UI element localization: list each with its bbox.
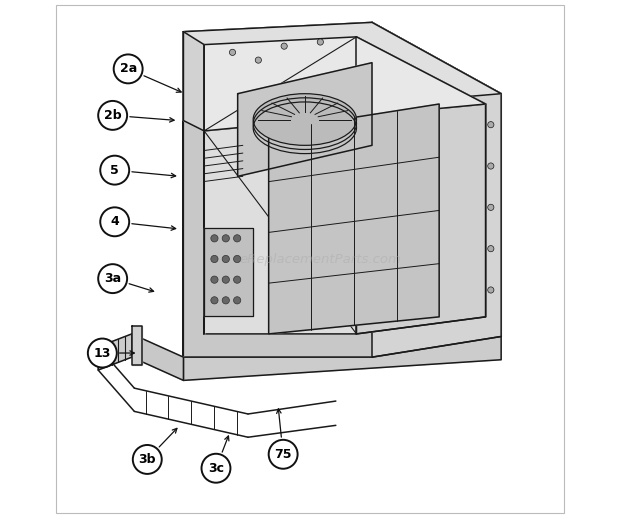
- Circle shape: [113, 54, 143, 83]
- Circle shape: [211, 235, 218, 242]
- Polygon shape: [184, 22, 501, 121]
- Text: 13: 13: [94, 347, 111, 359]
- Polygon shape: [356, 37, 485, 334]
- Polygon shape: [132, 326, 142, 365]
- Circle shape: [88, 339, 117, 367]
- Polygon shape: [204, 104, 485, 334]
- Ellipse shape: [253, 94, 356, 146]
- Circle shape: [100, 156, 129, 184]
- Circle shape: [268, 440, 298, 469]
- Circle shape: [317, 39, 324, 45]
- Circle shape: [211, 276, 218, 283]
- Text: 75: 75: [275, 448, 292, 461]
- Polygon shape: [204, 228, 253, 316]
- Polygon shape: [372, 22, 501, 337]
- Circle shape: [133, 445, 162, 474]
- Circle shape: [488, 246, 494, 252]
- Polygon shape: [184, 32, 204, 131]
- Polygon shape: [204, 37, 485, 131]
- Circle shape: [202, 454, 231, 483]
- Circle shape: [234, 255, 241, 263]
- Polygon shape: [268, 104, 439, 334]
- Text: 3c: 3c: [208, 462, 224, 474]
- Circle shape: [488, 287, 494, 293]
- Polygon shape: [184, 94, 501, 357]
- Circle shape: [281, 43, 287, 49]
- Circle shape: [234, 297, 241, 304]
- Text: 5: 5: [110, 164, 119, 177]
- Text: 2a: 2a: [120, 62, 137, 76]
- Polygon shape: [184, 22, 501, 121]
- Polygon shape: [237, 63, 372, 176]
- Text: 3b: 3b: [138, 453, 156, 466]
- Circle shape: [488, 163, 494, 169]
- Polygon shape: [98, 334, 132, 370]
- Circle shape: [255, 57, 262, 63]
- Circle shape: [234, 276, 241, 283]
- Polygon shape: [184, 337, 501, 380]
- Polygon shape: [372, 22, 501, 357]
- Circle shape: [222, 235, 229, 242]
- Text: 3a: 3a: [104, 272, 122, 285]
- Circle shape: [211, 297, 218, 304]
- Circle shape: [229, 49, 236, 55]
- Circle shape: [98, 264, 127, 293]
- Polygon shape: [132, 334, 184, 380]
- Circle shape: [222, 255, 229, 263]
- Circle shape: [211, 255, 218, 263]
- Circle shape: [488, 204, 494, 210]
- Circle shape: [488, 122, 494, 128]
- Circle shape: [98, 101, 127, 130]
- Text: 2b: 2b: [104, 109, 122, 122]
- Circle shape: [222, 276, 229, 283]
- Text: eReplacementParts.com: eReplacementParts.com: [239, 252, 401, 266]
- Circle shape: [234, 235, 241, 242]
- Circle shape: [222, 297, 229, 304]
- Text: 4: 4: [110, 215, 119, 228]
- Circle shape: [100, 207, 129, 236]
